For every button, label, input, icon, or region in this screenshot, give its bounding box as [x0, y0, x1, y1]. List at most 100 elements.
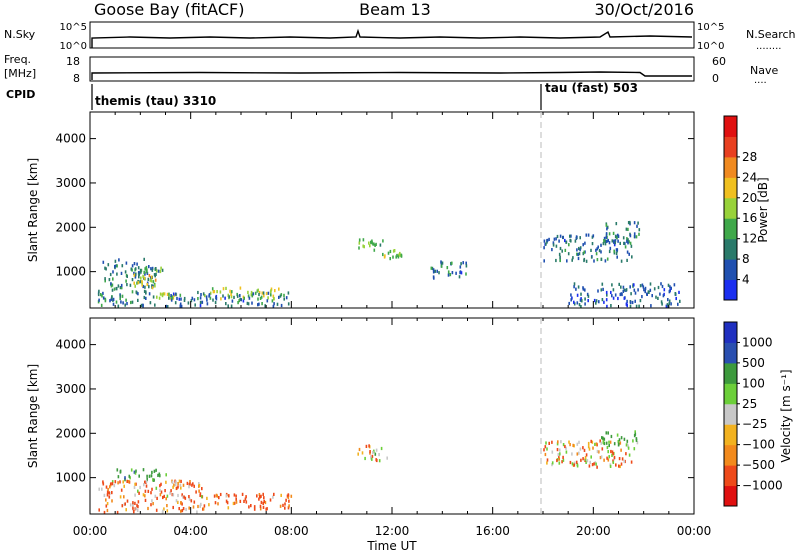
- velocity-echo-cell: [180, 509, 182, 513]
- velocity-echo-cell: [192, 505, 195, 509]
- velocity-echo-cell: [632, 439, 634, 443]
- power-echo-cell: [263, 294, 265, 298]
- velocity-echo-cell: [605, 431, 608, 435]
- velocity-colorbar-cell-0: [724, 485, 737, 507]
- velocity-echo-cell: [239, 499, 242, 503]
- power-echo-cell: [219, 290, 222, 294]
- velocity-echo-cell: [551, 461, 554, 465]
- power-echo-cell: [161, 294, 164, 298]
- power-echo-cell: [133, 273, 136, 277]
- power-echo-cell: [100, 303, 103, 307]
- power-echo-cell: [144, 272, 146, 276]
- power-ytick-label-2: 3000: [55, 176, 86, 190]
- velocity-ytick-label-0: 1000: [55, 471, 86, 485]
- velocity-echo-cell: [227, 506, 230, 510]
- power-echo-cell: [571, 258, 573, 262]
- power-echo-cell: [179, 293, 182, 297]
- power-echo-cell: [97, 292, 100, 297]
- power-echo-cell: [104, 279, 106, 283]
- power-echo-cell: [392, 249, 395, 253]
- power-echo-cell: [631, 300, 634, 305]
- power-echo-cell: [644, 286, 647, 290]
- power-echo-cell: [598, 300, 600, 304]
- velocity-echo-cell: [108, 495, 111, 499]
- power-echo-cell: [608, 241, 611, 245]
- power-echo-cell: [602, 242, 605, 246]
- power-echo-cell: [628, 240, 630, 244]
- power-echo-cell: [138, 272, 140, 276]
- power-colorbar-tick-label-4: 20: [742, 191, 757, 205]
- velocity-echo-cell: [117, 475, 120, 479]
- power-echo-cell: [145, 291, 147, 295]
- power-echo-cell: [237, 301, 239, 305]
- velocity-echo-cell: [602, 436, 604, 440]
- power-echo-cell: [604, 259, 607, 263]
- velocity-echo-cell: [198, 482, 200, 486]
- power-echo-cell: [440, 264, 443, 268]
- power-echo-cell: [643, 288, 645, 292]
- velocity-echo-cell: [189, 480, 191, 484]
- power-echo-cell: [214, 300, 217, 305]
- power-echo-cell: [162, 292, 165, 296]
- power-echo-cell: [615, 222, 618, 226]
- velocity-echo-cell: [560, 440, 562, 444]
- velocity-echo-cell: [214, 501, 217, 505]
- power-echo-cell: [157, 269, 160, 273]
- velocity-echo-cell: [620, 448, 622, 452]
- velocity-echo-cell: [102, 482, 105, 486]
- power-echo-cell: [258, 290, 261, 295]
- velocity-echo-cell: [620, 462, 623, 466]
- power-echo-cell: [559, 234, 562, 238]
- velocity-echo-cell: [129, 503, 132, 507]
- velocity-echo-cell: [556, 448, 559, 452]
- power-echo-cell: [570, 293, 572, 297]
- power-echo-cell: [604, 239, 606, 243]
- velocity-echo-cell: [561, 460, 563, 464]
- power-echo-cell: [222, 294, 224, 298]
- power-echo-cell: [166, 305, 169, 309]
- velocity-echo-cell: [142, 468, 145, 472]
- power-echo-cell: [615, 251, 618, 255]
- velocity-echo-cell: [105, 504, 108, 508]
- power-echo-cell: [629, 220, 631, 225]
- power-echo-cell: [637, 221, 639, 225]
- velocity-echo-cell: [287, 495, 290, 499]
- power-echo-cell: [615, 248, 618, 252]
- velocity-echo-cell: [151, 470, 153, 474]
- power-echo-cell: [117, 284, 120, 288]
- velocity-echo-cell: [139, 485, 141, 490]
- power-echo-cell: [370, 240, 372, 244]
- velocity-echo-cell: [273, 492, 275, 496]
- power-echo-cell: [169, 296, 172, 300]
- power-echo-cell: [126, 302, 128, 306]
- velocity-echo-cell: [290, 494, 293, 498]
- velocity-echo-cell: [262, 505, 265, 509]
- power-echo-cell: [119, 294, 122, 298]
- velocity-echo-cell: [198, 489, 200, 493]
- velocity-echo-cell: [558, 457, 560, 461]
- power-echo-cell: [150, 275, 153, 279]
- power-echo-cell: [662, 294, 665, 298]
- velocity-echo-cell: [595, 442, 598, 446]
- velocity-echo-cell: [562, 455, 564, 459]
- power-echo-cell: [551, 248, 553, 252]
- velocity-echo-cell: [136, 508, 139, 512]
- power-echo-cell: [137, 298, 139, 302]
- velocity-echo-cell: [122, 480, 124, 484]
- power-echo-cell: [154, 284, 156, 288]
- velocity-echo-cell: [183, 495, 185, 499]
- power-echo-cell: [142, 284, 144, 289]
- power-echo-cell: [559, 246, 562, 251]
- power-echo-cell: [133, 281, 135, 285]
- velocity-echo-cell: [625, 443, 628, 447]
- cpid-label: CPID: [6, 88, 35, 101]
- velocity-echo-cell: [110, 482, 112, 486]
- power-echo-cell: [611, 283, 613, 287]
- nave-tick-bottom: 0: [712, 72, 719, 85]
- velocity-echo-cell: [250, 504, 252, 508]
- velocity-echo-cell: [584, 456, 587, 460]
- power-echo-cell: [205, 295, 208, 299]
- power-echo-cell: [140, 276, 142, 280]
- velocity-echo-cell: [599, 439, 601, 443]
- velocity-echo-cell: [165, 497, 167, 501]
